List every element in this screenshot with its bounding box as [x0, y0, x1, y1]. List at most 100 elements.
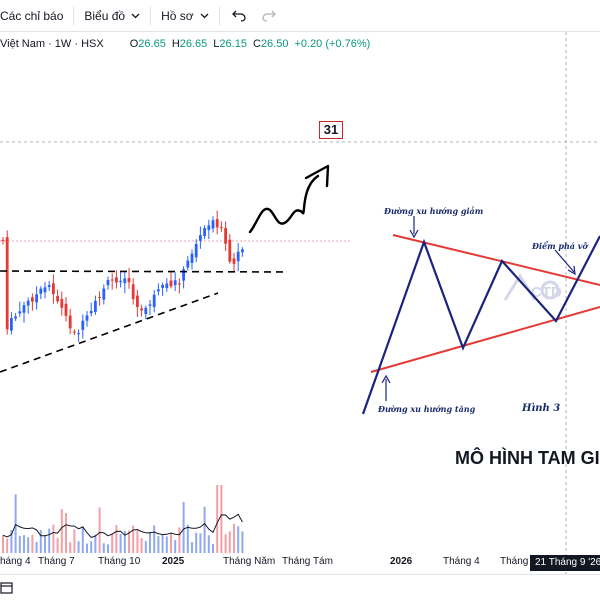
volume-bar	[115, 525, 118, 553]
volume-bar	[170, 533, 172, 553]
volume-bar	[157, 536, 160, 553]
volume-bar	[149, 531, 151, 553]
volume-bar	[220, 485, 223, 553]
candle-body	[64, 303, 68, 316]
volume-bar	[90, 541, 93, 553]
candle-body	[110, 279, 114, 281]
descending-trend-label: Đường xu hướng giảm	[384, 206, 484, 216]
candle-body	[236, 251, 240, 262]
triangle-pattern-image: CTD	[361, 216, 600, 415]
candle-body	[161, 284, 164, 288]
candle-body	[89, 310, 93, 314]
volume-bar	[73, 529, 76, 553]
time-label: 2025	[162, 556, 185, 567]
volume-bar	[31, 534, 34, 553]
charts-label: Biểu đồ	[84, 8, 126, 23]
bottom-arrow-head	[381, 374, 391, 384]
candle-body	[68, 315, 72, 329]
redo-icon	[261, 10, 276, 22]
candles	[1, 210, 244, 342]
price-target-label[interactable]: 31	[319, 121, 343, 139]
volume-bar	[212, 543, 214, 553]
volume-bar	[123, 531, 126, 553]
candle-body	[194, 243, 198, 258]
volume-bar	[224, 534, 227, 553]
candle-body	[77, 333, 80, 335]
candle-body	[215, 219, 219, 228]
volume-bar	[65, 513, 67, 553]
candle-body	[39, 288, 43, 294]
candle-body	[169, 280, 173, 287]
candle-body	[47, 285, 51, 287]
time-label: Tháng 7	[500, 556, 537, 567]
crosshair-date-label: 21 Tháng 9 '26	[530, 555, 600, 571]
volume-bar	[48, 528, 51, 553]
bottom-panel	[0, 574, 600, 600]
ascending-trend-label: Đường xu hướng tăng	[378, 404, 476, 414]
projection-path[interactable]	[248, 174, 320, 234]
pattern-title: MÔ HÌNH TAM GIÁ	[455, 448, 600, 468]
candle-body	[127, 277, 131, 283]
calendar-icon[interactable]	[0, 581, 14, 595]
volume-bar	[81, 526, 84, 553]
candle-body	[10, 318, 13, 331]
high-value: 26.65	[179, 38, 208, 50]
candle-body	[173, 280, 177, 286]
close-value: 26.50	[260, 38, 289, 50]
indicators-button[interactable]: Các chỉ báo	[0, 0, 73, 32]
ohlc-legend: Việt Nam · 1W · HSX O 26.65 H 26.65 L 26…	[0, 37, 370, 51]
time-axis[interactable]: háng 4 Tháng 7 Tháng 10 2025 Tháng Năm T…	[0, 556, 600, 572]
svg-text:CTD: CTD	[531, 284, 562, 301]
candle-body	[186, 260, 190, 268]
candle-body	[94, 300, 97, 312]
candle-body	[31, 297, 34, 302]
volume-bar	[132, 525, 135, 553]
redo-button[interactable]	[258, 0, 280, 32]
time-label: Tháng 4	[443, 556, 480, 567]
candle-body	[165, 283, 169, 289]
breakout-arrow	[554, 249, 575, 273]
charts-dropdown[interactable]: Biểu đồ	[74, 0, 150, 32]
candle-body	[140, 308, 143, 311]
volume-bar	[44, 535, 46, 553]
candle-body	[152, 294, 156, 308]
candle-body	[232, 258, 236, 264]
candle-body	[199, 235, 202, 241]
volume-bar	[228, 531, 231, 553]
time-label: Tháng 7	[38, 556, 75, 567]
volume-bar	[111, 533, 114, 553]
volume-bar	[178, 527, 181, 553]
candle-body	[123, 278, 127, 284]
volume-bar	[60, 509, 63, 553]
candle-body	[207, 225, 211, 231]
volume-bar	[77, 541, 80, 553]
candle-body	[60, 299, 64, 308]
volume-bar	[186, 524, 189, 553]
volume-bar	[10, 530, 13, 553]
time-label: Tháng 10	[98, 556, 141, 567]
support-trendline[interactable]	[0, 292, 219, 373]
candle-body	[73, 331, 76, 333]
candle-body	[81, 320, 85, 330]
top-arrow-head	[409, 229, 419, 239]
resistance-line[interactable]	[0, 270, 288, 273]
high-key: H	[171, 38, 180, 50]
projection-arrow-head	[304, 164, 330, 188]
volume-bar	[107, 544, 109, 553]
watermark-logo: CTD	[503, 273, 562, 301]
candle-body	[14, 316, 17, 319]
candle-body	[1, 239, 5, 241]
volume-bar	[207, 535, 210, 553]
volume-bar	[102, 543, 105, 553]
volume-bar	[69, 542, 72, 553]
profile-dropdown[interactable]: Hồ sơ	[151, 0, 219, 32]
figure-label: Hình 3	[522, 403, 561, 414]
symbol-label[interactable]: Việt Nam · 1W · HSX	[0, 38, 104, 50]
undo-button[interactable]	[228, 0, 250, 32]
volume-bar	[174, 539, 177, 553]
volume-bar	[14, 494, 17, 553]
candle-body	[203, 228, 206, 237]
volume-bar	[241, 531, 244, 553]
breakout-label: Điểm phá vỡ	[532, 241, 588, 251]
